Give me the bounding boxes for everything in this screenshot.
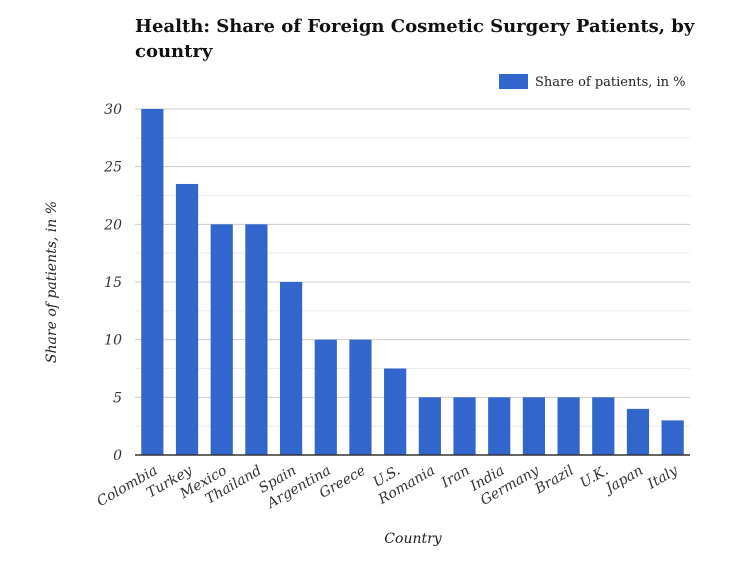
bar-turkey [175, 183, 199, 455]
y-tick-label: 5 [113, 390, 122, 406]
legend-label: Share of patients, in % [535, 75, 686, 90]
x-tick-label: Brazil [532, 463, 577, 498]
bar-us [384, 368, 407, 455]
y-tick-label: 10 [104, 333, 122, 349]
bar-iran [453, 397, 476, 455]
bar-mexico [210, 224, 233, 455]
bar-greece [349, 339, 372, 455]
bar-romania [418, 397, 441, 455]
y-tick-label: 15 [104, 275, 122, 291]
bar-colombia [141, 109, 164, 455]
x-tick-label: Iran [438, 463, 472, 492]
bar-argentina [314, 339, 337, 455]
bar-brazil [557, 397, 580, 455]
bar-italy [661, 420, 684, 455]
bar-spain [279, 282, 303, 455]
y-tick-label: 0 [113, 448, 122, 464]
bar-germany [522, 397, 546, 455]
bar-japan [626, 408, 650, 455]
bar-india [488, 397, 511, 455]
y-tick-label: 25 [103, 160, 122, 176]
x-tick-label: Italy [644, 462, 681, 493]
chart-title: Health: Share of Foreign Cosmetic Surger… [135, 16, 695, 62]
x-axis-label: Country [384, 531, 442, 547]
bar-thailand [245, 224, 268, 455]
legend-swatch [499, 74, 528, 89]
y-tick-label: 20 [103, 217, 122, 233]
x-tick-label: Japan [600, 463, 645, 499]
y-tick-label: 30 [104, 102, 122, 118]
bar-uk [592, 397, 615, 455]
y-axis-label: Share of patients, in % [44, 201, 60, 363]
